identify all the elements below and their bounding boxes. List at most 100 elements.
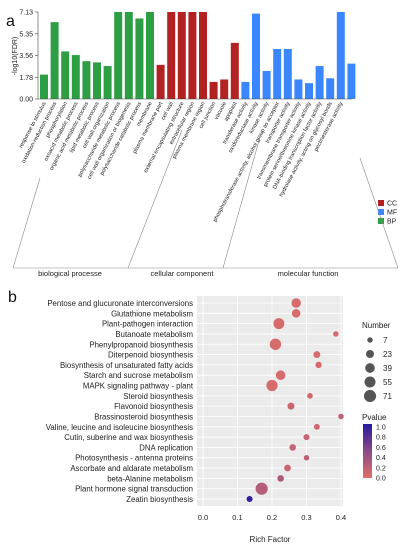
- bar: [209, 81, 218, 99]
- color-legend-label: 0.4: [376, 455, 386, 462]
- color-legend-label: 0.2: [376, 465, 386, 472]
- pathway-label: Phenylpropanoid biosynthesis: [89, 340, 193, 349]
- size-legend-label: 71: [383, 392, 392, 401]
- bubble: [284, 464, 291, 472]
- bar: [230, 42, 239, 99]
- bubble: [273, 318, 285, 330]
- bubble: [246, 495, 253, 503]
- legend-swatch: [378, 200, 384, 206]
- color-legend: Pvalue 1.0 0.8 0.6 0.4 0.2 0.0: [362, 413, 387, 483]
- legend-swatch: [378, 218, 384, 224]
- size-legend-circle: [364, 376, 376, 388]
- pathway-label: MAPK signaling pathway - plant: [83, 382, 194, 391]
- bubble: [303, 434, 310, 441]
- legend-label: MF: [387, 210, 397, 217]
- bar: [336, 12, 345, 99]
- plot-area: [197, 296, 343, 506]
- size-legend-label: 23: [383, 350, 392, 359]
- y-tick-label: 1.78: [19, 75, 33, 82]
- y-axis-title: -log10(FDR): [12, 37, 19, 76]
- pathway-label: Pentose and glucuronate interconversions: [47, 299, 193, 308]
- x-tick-label: 0.1: [232, 513, 242, 522]
- bar: [305, 83, 313, 99]
- bubble: [266, 379, 278, 392]
- bubble: [291, 298, 301, 308]
- bubble: [291, 309, 301, 318]
- size-legend-label: 39: [383, 364, 392, 373]
- group-divider: [359, 157, 399, 269]
- group-divider: [222, 129, 263, 269]
- x-tick-label: 0.2: [267, 513, 277, 522]
- bar: [71, 55, 80, 99]
- bubble-series: [246, 298, 344, 503]
- bubble: [303, 455, 310, 461]
- pathway-label: Starch and sucrose metabolism: [84, 371, 193, 380]
- bubble: [287, 402, 295, 410]
- bar: [315, 66, 324, 99]
- bar: [103, 66, 112, 99]
- color-legend-label: 0.6: [376, 445, 386, 452]
- y-tick-label: 5.35: [19, 31, 33, 38]
- pathway-label: Zeatin biosynthesis: [126, 495, 193, 504]
- bar: [177, 12, 186, 99]
- legend-label: CC: [387, 201, 397, 208]
- bar-labels: response to stimulusoxidation-reduction …: [18, 101, 344, 223]
- color-gradient-bar: [363, 424, 372, 478]
- group-label-bp: biological processe: [38, 269, 102, 278]
- y-axis-ticks: 0.00 1.78 3.56 5.35 7.13: [19, 10, 38, 104]
- bubble: [313, 351, 321, 359]
- pathway-label: beta-Alanine metabolism: [107, 474, 193, 483]
- size-legend-circle: [367, 337, 373, 343]
- bar: [135, 18, 144, 99]
- group-divider: [127, 129, 183, 269]
- color-legend-label: 1.0: [376, 425, 386, 432]
- pathway-label: Brassinosteroid biosynthesis: [94, 412, 193, 421]
- bar: [294, 79, 303, 99]
- bar: [114, 12, 123, 99]
- panel-a-label: a: [6, 13, 15, 30]
- bar: [188, 12, 197, 99]
- pathway-labels: Pentose and glucuronate interconversions…: [46, 299, 194, 504]
- pathway-label: Flavonoid biosynthesis: [114, 402, 193, 411]
- bar-series: [40, 12, 356, 99]
- bubble: [313, 423, 320, 430]
- bar: [93, 62, 101, 99]
- color-legend-title: Pvalue: [362, 413, 387, 422]
- panel-a-bar-chart: a -log10(FDR) 0.00 1.78 3.56 5.35 7.13 respo…: [6, 10, 399, 278]
- bubble: [289, 444, 296, 451]
- group-label-mf: molecular function: [278, 269, 339, 278]
- bubble: [333, 331, 339, 337]
- panel-b-label: b: [8, 289, 17, 306]
- pathway-label: Valine, leucine and isoleucine biosynthe…: [46, 423, 193, 432]
- size-legend-title: Number: [362, 321, 391, 330]
- x-axis-ticks: 0.0 0.1 0.2 0.3 0.4: [198, 513, 346, 522]
- panel-b-bubble-chart: b Pentose and glucuronate interconversio…: [8, 289, 392, 544]
- pathway-label: Diterpenoid biosynthesis: [108, 351, 193, 360]
- bubble: [255, 482, 268, 495]
- group-bracket: biological processe cellular component m…: [12, 129, 399, 278]
- bar: [124, 12, 133, 99]
- bar: [273, 48, 282, 99]
- size-legend-label: 7: [383, 336, 388, 345]
- x-axis-title: Rich Factor: [250, 535, 291, 544]
- bubble: [338, 413, 344, 420]
- x-tick-label: 0.3: [301, 513, 311, 522]
- size-legend-circle: [365, 363, 375, 373]
- color-legend-label: 0.0: [376, 476, 386, 483]
- size-legend: Number 7 23 39 55 71: [362, 321, 392, 403]
- pathway-label: Butanoate metabolism: [115, 330, 193, 339]
- size-legend-circle: [366, 350, 374, 358]
- bar: [347, 63, 356, 99]
- bubble: [277, 475, 284, 482]
- pathway-label: Photosynthesis - antenna proteins: [75, 454, 193, 463]
- group-divider: [12, 177, 41, 269]
- x-tick-label: 0.4: [336, 513, 346, 522]
- pathway-label: Plant hormone signal transduction: [75, 485, 193, 494]
- y-tick-label: 3.56: [19, 53, 33, 60]
- bar: [199, 12, 207, 99]
- size-legend-circle: [363, 389, 377, 403]
- bar: [40, 74, 48, 99]
- category-legend: CC MF BP: [378, 200, 397, 226]
- bar: [262, 70, 271, 99]
- pathway-label: Ascorbate and aldarate metabolism: [70, 464, 193, 473]
